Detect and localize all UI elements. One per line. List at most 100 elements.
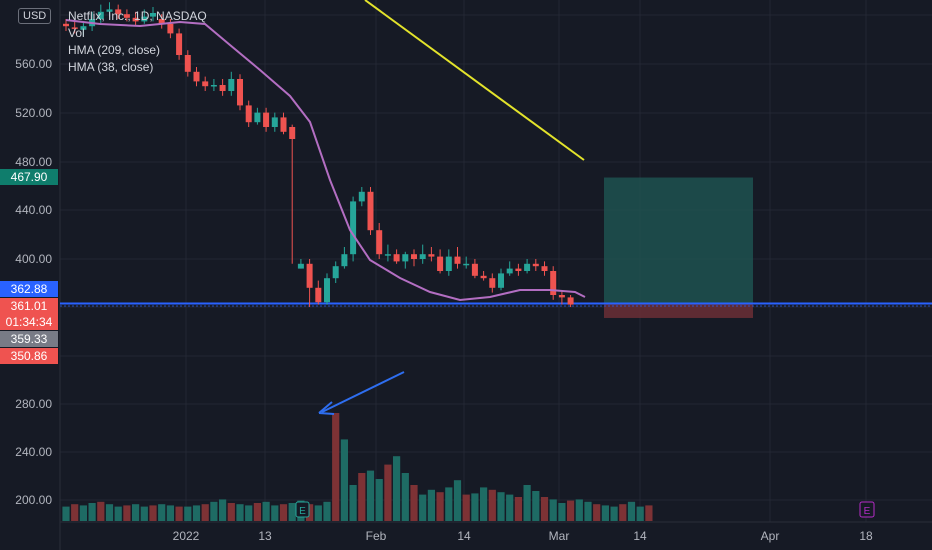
- legend-hma-38[interactable]: HMA (38, close): [68, 60, 154, 74]
- volume-axis-tick: 280.00: [15, 397, 52, 411]
- volume-bar: [480, 487, 488, 521]
- candle-body: [498, 273, 504, 288]
- candle-body: [280, 117, 287, 132]
- price-tag: 350.86: [0, 348, 58, 364]
- candle-body: [289, 127, 296, 139]
- candle-body: [402, 254, 409, 262]
- volume-bar: [314, 505, 322, 521]
- volume-bar: [471, 493, 479, 521]
- price-tag: 359.33: [0, 331, 58, 347]
- currency-label[interactable]: USD: [18, 8, 52, 24]
- volume-bar: [210, 501, 218, 521]
- hma-38-line: [65, 19, 586, 302]
- candle-body: [176, 33, 183, 55]
- volume-bar: [410, 485, 418, 521]
- volume-bar: [627, 501, 636, 521]
- time-axis-tick: Mar: [549, 529, 570, 543]
- volume-bar: [114, 506, 122, 521]
- price-axis-tick: 440.00: [15, 203, 52, 217]
- candles: [63, 2, 574, 307]
- candle-body: [184, 55, 191, 72]
- candle-body: [506, 268, 513, 274]
- volume-bar: [279, 504, 288, 521]
- candle-body: [254, 112, 261, 123]
- volume-bar: [323, 501, 331, 521]
- legend-vol[interactable]: Vol: [68, 26, 85, 40]
- candle-body: [437, 256, 444, 271]
- volume-bar: [558, 503, 566, 521]
- volume-bar: [427, 489, 435, 521]
- candle-body: [158, 19, 165, 24]
- volume-bar: [332, 413, 340, 521]
- candle-body: [367, 191, 374, 231]
- volume-bar: [645, 505, 653, 521]
- volume-bar: [245, 505, 253, 521]
- legend-hma-209[interactable]: HMA (209, close): [68, 43, 161, 57]
- candle-body: [454, 256, 461, 264]
- price-axis-tick: 520.00: [15, 106, 52, 120]
- volume-bar: [105, 504, 114, 521]
- candle-body: [297, 263, 304, 269]
- volume-bar: [453, 480, 462, 521]
- volume-bar: [619, 504, 627, 521]
- volume-bar: [306, 504, 314, 521]
- price-tag: 362.88: [0, 281, 58, 297]
- annotation-arrow-head: [318, 401, 335, 415]
- candle-body: [324, 278, 330, 303]
- candle-body: [567, 297, 574, 305]
- candle-body: [245, 105, 252, 123]
- volume-bar: [436, 492, 444, 521]
- volume-bar: [462, 494, 470, 521]
- volume-bar: [375, 479, 383, 521]
- volume-bar: [358, 473, 366, 521]
- candle-body: [541, 266, 548, 271]
- candle-body: [471, 263, 478, 276]
- candle-body: [411, 254, 417, 259]
- candle-body: [202, 81, 209, 87]
- volume-bar: [271, 505, 279, 521]
- candle-body: [489, 278, 496, 288]
- volume-bar: [201, 504, 209, 521]
- volume-bar: [593, 504, 601, 521]
- candle-body: [123, 14, 130, 18]
- candle-body: [150, 13, 156, 17]
- time-axis-tick: Feb: [366, 529, 387, 543]
- legend-symbol[interactable]: Netflix, Inc., 1D, NASDAQ: [68, 9, 207, 23]
- candle-body: [358, 191, 365, 202]
- volume-bar: [401, 473, 409, 521]
- candle-body: [524, 263, 531, 271]
- volume-bar: [340, 439, 348, 521]
- volume-bar: [575, 499, 583, 521]
- candle-body: [193, 71, 200, 82]
- volume-bar: [497, 492, 505, 521]
- volume-bar: [366, 470, 375, 521]
- candle-body: [341, 254, 348, 267]
- time-axis-tick: 14: [633, 529, 647, 543]
- candle-body: [332, 266, 339, 279]
- candle-body: [376, 230, 383, 255]
- volume-bar: [149, 505, 157, 521]
- volume-bar: [166, 505, 174, 521]
- candle-body: [97, 11, 104, 19]
- volume-bar: [445, 487, 453, 521]
- candle-body: [71, 27, 78, 29]
- volume-bar: [532, 491, 540, 521]
- candle-body: [445, 256, 452, 271]
- price-tag: 01:34:34: [0, 314, 58, 330]
- volume-bar: [610, 506, 618, 521]
- time-axis-tick: Apr: [761, 529, 780, 543]
- volume-bar: [88, 503, 96, 521]
- volume-bar: [184, 506, 192, 521]
- volume-bar: [132, 504, 140, 521]
- volume-bar: [219, 499, 227, 521]
- volume-bar: [523, 485, 531, 521]
- time-axis-tick: 2022: [173, 529, 200, 543]
- candle-body: [515, 268, 522, 271]
- time-axis-tick: 18: [859, 529, 873, 543]
- candle-body: [350, 201, 357, 255]
- candle-body: [550, 271, 557, 295]
- earnings-marker-upcoming: [859, 501, 875, 518]
- candle-body: [558, 295, 565, 298]
